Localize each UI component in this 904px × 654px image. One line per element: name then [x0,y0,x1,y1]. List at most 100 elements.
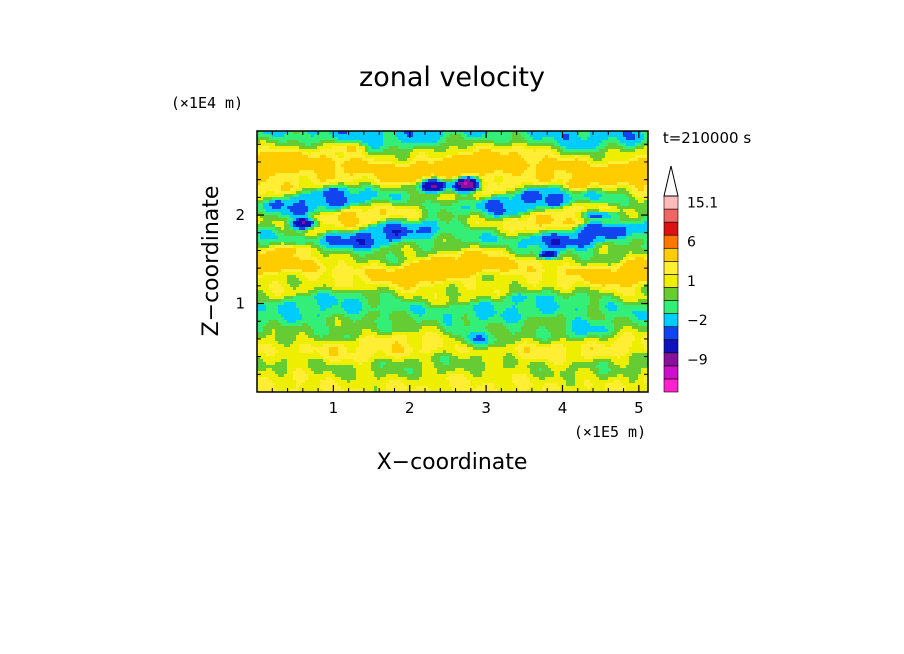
heatmap-cell [275,182,279,186]
heatmap-cell [269,143,273,147]
heatmap-cell [377,203,381,207]
heatmap-cell [257,221,261,225]
heatmap-cell [584,182,588,186]
heatmap-cell [281,182,285,186]
heatmap-cell [494,152,498,156]
heatmap-cell [299,209,303,213]
heatmap-cell [362,188,366,192]
heatmap-cell [635,152,639,156]
heatmap-cell [464,170,468,174]
heatmap-cell [284,245,288,249]
heatmap-cell [569,131,573,135]
heatmap-cell [458,140,462,144]
heatmap-cell [431,212,435,216]
heatmap-cell [440,185,444,189]
heatmap-cell [281,206,285,210]
heatmap-cell [329,215,333,219]
heatmap-cell [470,170,474,174]
heatmap-cell [467,203,471,207]
heatmap-cell [533,164,537,168]
heatmap-cell [602,236,606,240]
heatmap-cell [398,203,402,207]
heatmap-cell [593,158,597,162]
heatmap-cell [518,167,522,171]
heatmap-cell [533,191,537,195]
heatmap-cell [500,209,504,213]
heatmap-cell [509,209,513,213]
heatmap-cell [356,194,360,198]
heatmap-cell [332,191,336,195]
heatmap-cell [437,185,441,189]
heatmap-cell [431,191,435,195]
heatmap-cell [413,191,417,195]
heatmap-cell [272,182,276,186]
heatmap-cell [332,194,336,198]
heatmap-cell [413,236,417,240]
heatmap-cell [503,179,507,183]
heatmap-cell [305,173,309,177]
heatmap-cell [377,185,381,189]
heatmap-cell [602,191,606,195]
heatmap-cell [458,161,462,165]
heatmap-cell [413,176,417,180]
heatmap-cell [491,167,495,171]
heatmap-cell [629,233,633,237]
heatmap-cell [356,218,360,222]
heatmap-cell [581,230,585,234]
heatmap-cell [275,155,279,159]
heatmap-cell [530,218,534,222]
heatmap-cell [320,230,324,234]
heatmap-cell [449,236,453,240]
heatmap-cell [551,167,555,171]
heatmap-cell [635,212,639,216]
heatmap-cell [506,167,510,171]
heatmap-cell [404,221,408,225]
heatmap-cell [578,191,582,195]
heatmap-cell [266,131,270,135]
heatmap-cell [527,212,531,216]
heatmap-cell [422,200,426,204]
heatmap-cell [629,167,633,171]
heatmap-cell [437,164,441,168]
heatmap-cell [368,209,372,213]
heatmap-cell [308,206,312,210]
heatmap-cell [374,158,378,162]
heatmap-cell [575,134,579,138]
heatmap-cell [533,242,537,246]
heatmap-cell [401,167,405,171]
heatmap-cell [269,131,273,135]
heatmap-cell [338,179,342,183]
heatmap-cell [575,182,579,186]
heatmap-cell [263,239,267,243]
heatmap-cell [506,242,510,246]
heatmap-cell [323,134,327,138]
heatmap-cell [500,233,504,237]
heatmap-cell [536,155,540,159]
heatmap-cell [428,218,432,222]
heatmap-cell [608,200,612,204]
heatmap-cell [533,221,537,225]
heatmap-cell [287,203,291,207]
heatmap-cell [509,158,513,162]
heatmap-cell [572,146,576,150]
heatmap-cell [485,206,489,210]
heatmap-cell [515,170,519,174]
heatmap-cell [530,176,534,180]
heatmap-cell [578,194,582,198]
heatmap-cell [350,218,354,222]
heatmap-cell [422,137,426,141]
heatmap-cell [506,173,510,177]
heatmap-cell [482,170,486,174]
heatmap-cell [482,185,486,189]
heatmap-cell [509,191,513,195]
heatmap-cell [344,158,348,162]
heatmap-cell [464,227,468,231]
heatmap-cell [398,143,402,147]
heatmap-cell [314,206,318,210]
heatmap-cell [383,143,387,147]
heatmap-cell [344,143,348,147]
heatmap-cell [611,230,615,234]
heatmap-cell [515,197,519,201]
heatmap-cell [548,182,552,186]
heatmap-cell [635,137,639,141]
